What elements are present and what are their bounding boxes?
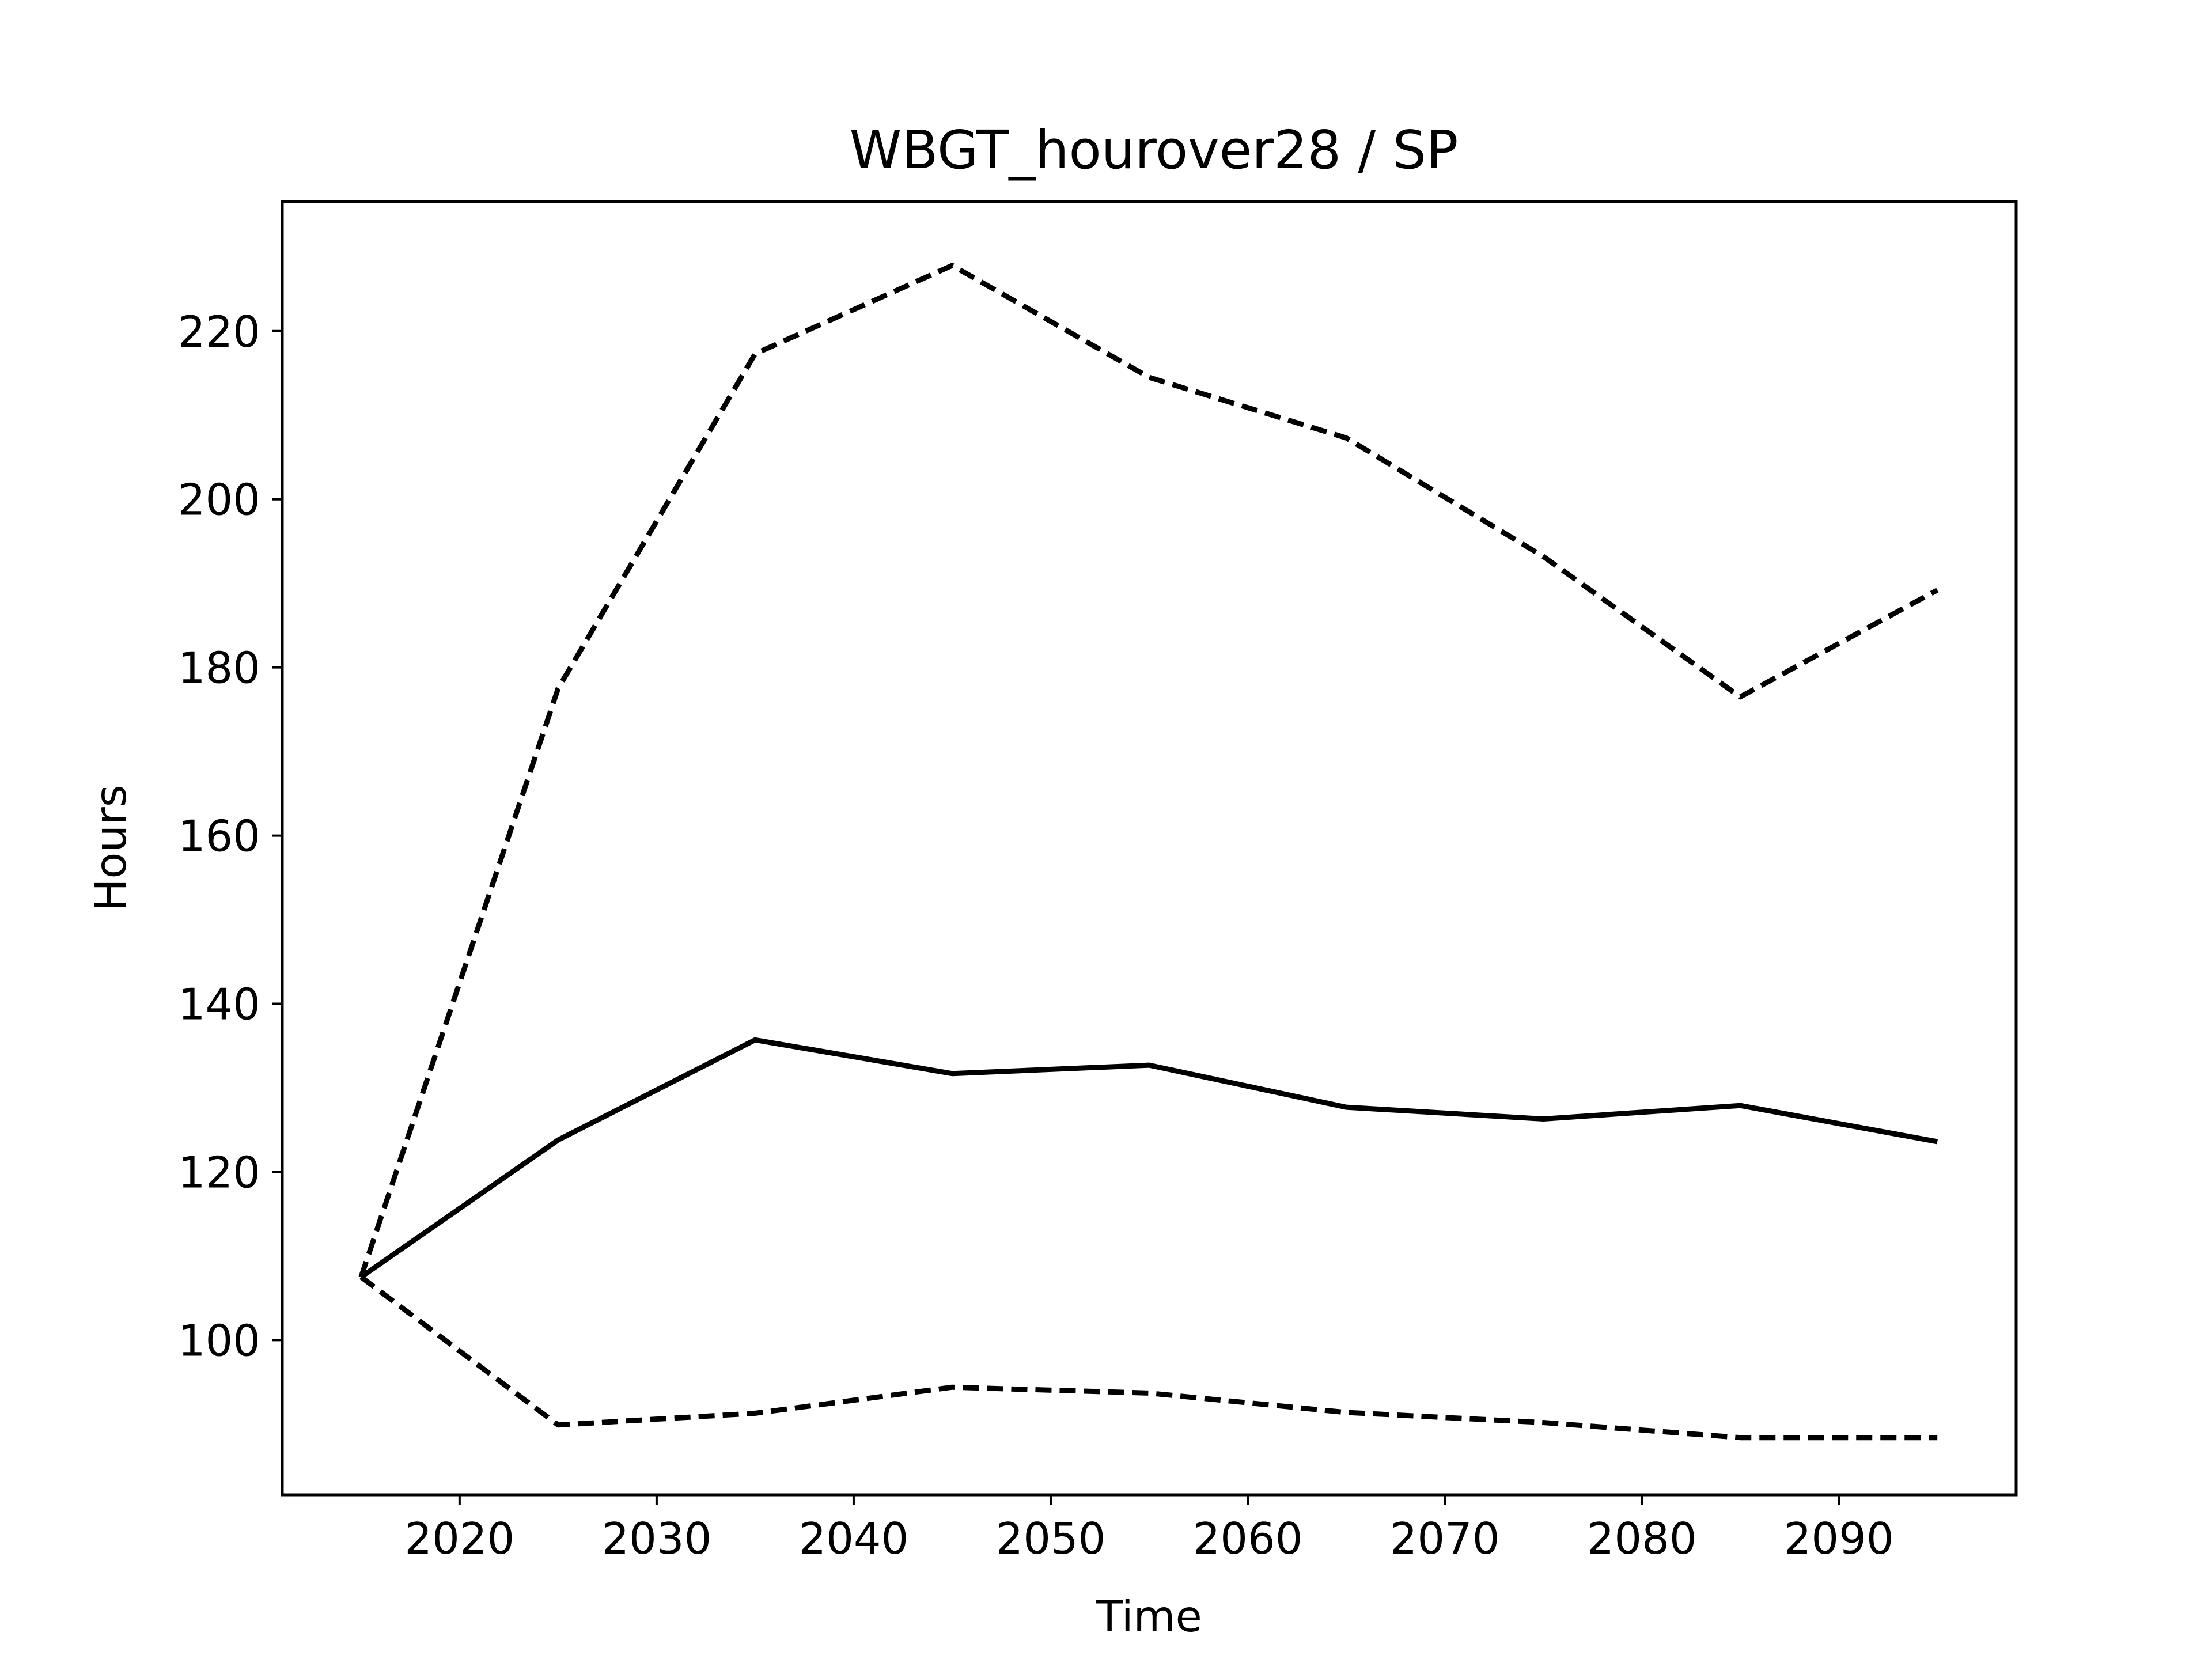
y-tick-label: 220	[178, 306, 260, 357]
series-line-upper-bound	[358, 263, 1939, 1278]
x-tick-label: 2040	[798, 1513, 908, 1564]
series-line-mean	[359, 1037, 1938, 1279]
x-tick-label: 2080	[1587, 1513, 1697, 1564]
x-tick-label: 2050	[996, 1513, 1106, 1564]
x-tick-label: 2020	[404, 1513, 514, 1564]
y-tick-label: 120	[178, 1147, 260, 1198]
plot-frame	[281, 200, 2018, 1497]
y-tick-label: 180	[178, 643, 260, 694]
x-axis-label: Time	[1096, 1591, 1202, 1642]
plot-lines	[358, 263, 1939, 1441]
y-tick-label: 200	[178, 475, 260, 525]
x-axis: 2020 2030 2040 2050 2060 2070 2080 2090	[404, 1495, 1894, 1564]
y-axis: 100 120 140 160 180 200 220	[178, 306, 282, 1366]
series-line-lower-bound	[359, 1275, 1938, 1441]
y-tick-label: 100	[178, 1315, 260, 1366]
x-tick-label: 2090	[1784, 1513, 1894, 1564]
y-tick-label: 140	[178, 979, 260, 1030]
y-axis-label: Hours	[85, 785, 136, 911]
chart-title: WBGT_hourover28 / SP	[850, 119, 1459, 181]
x-tick-label: 2030	[601, 1513, 711, 1564]
x-tick-label: 2070	[1390, 1513, 1500, 1564]
x-tick-label: 2060	[1193, 1513, 1303, 1564]
y-tick-label: 160	[178, 811, 260, 862]
